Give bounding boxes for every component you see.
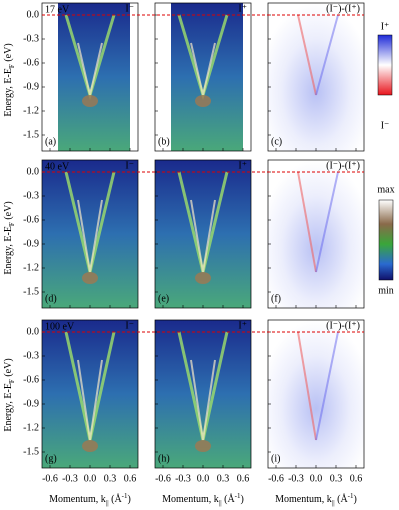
y-tick-label: -0.9 (23, 81, 39, 92)
panel-letter: (d) (45, 293, 57, 304)
hotspot (195, 95, 211, 107)
y-tick-label: -1.2 (23, 262, 39, 273)
y-tick-label: 0.0 (27, 9, 40, 20)
band (297, 331, 317, 441)
panel-letter: (e) (158, 293, 169, 304)
photon-energy: 17 eV (45, 4, 70, 15)
colorbar-label: I⁻ (381, 120, 390, 131)
panel-letter: (a) (45, 136, 56, 147)
band (315, 14, 339, 96)
panel-tag: I⁺ (238, 3, 247, 14)
x-axis-label: Momentum, k|| (Å-1) (49, 492, 131, 507)
hotspot (82, 95, 98, 107)
y-tick-label: -0.3 (23, 350, 39, 361)
y-tick-label: -0.6 (23, 214, 39, 225)
x-tick-label: -0.3 (62, 473, 78, 484)
panel-tag: (I⁻)-(I⁺) (326, 320, 360, 331)
y-tick-label: -0.3 (23, 190, 39, 201)
x-tick-label: 0.3 (217, 473, 230, 484)
y-tick-label: -0.3 (23, 33, 39, 44)
x-axis-label: Momentum, k|| (Å-1) (275, 492, 357, 507)
x-tick-label: -0.6 (42, 473, 58, 484)
band (315, 171, 339, 273)
x-tick-label: -0.3 (175, 473, 191, 484)
colorbar-label: I⁺ (381, 21, 390, 32)
y-tick-label: -0.6 (23, 57, 39, 68)
hotspot (195, 272, 211, 284)
panel-letter: (c) (271, 136, 282, 147)
panel-tag: I⁺ (238, 160, 247, 171)
y-tick-label: -1.5 (23, 286, 39, 297)
panel-letter: (b) (158, 136, 170, 147)
panel-tag: I⁻ (125, 3, 134, 14)
hotspot (82, 440, 98, 452)
y-tick-label: 0.0 (27, 326, 40, 337)
x-tick-label: -0.6 (268, 473, 284, 484)
panel-letter: (i) (271, 453, 280, 464)
y-tick-label: -0.9 (23, 398, 39, 409)
panel-tag: I⁻ (125, 160, 134, 171)
y-tick-label: -1.5 (23, 446, 39, 457)
difference-map (268, 3, 364, 151)
difference-map (268, 320, 364, 468)
x-tick-label: 0.6 (124, 473, 137, 484)
x-tick-label: 0.3 (330, 473, 343, 484)
x-tick-label: -0.6 (155, 473, 171, 484)
x-axis-label: Momentum, k|| (Å-1) (162, 492, 244, 507)
colorbar (377, 34, 393, 96)
y-tick-label: -1.5 (23, 129, 39, 140)
panel-tag: (I⁻)-(I⁺) (326, 3, 360, 14)
y-axis-label: Energy, E-EF (eV) (3, 201, 15, 274)
x-tick-label: 0.0 (197, 473, 210, 484)
colorbar (378, 199, 394, 281)
panel-tag: I⁻ (125, 320, 134, 331)
photon-energy: 100 eV (45, 321, 75, 332)
panel-tag: I⁺ (238, 320, 247, 331)
panel-letter: (g) (45, 453, 57, 464)
spectrum (42, 160, 138, 308)
panel-letter: (h) (158, 453, 170, 464)
x-tick-label: -0.3 (288, 473, 304, 484)
band (297, 171, 317, 273)
panel-letter: (f) (271, 293, 281, 304)
difference-map (268, 160, 364, 308)
colorbar-label: min (378, 285, 394, 296)
y-tick-label: 0.0 (27, 166, 40, 177)
x-tick-label: 0.0 (84, 473, 97, 484)
y-axis-label: Energy, E-EF (eV) (3, 43, 15, 116)
band (297, 14, 317, 96)
panel-tag: (I⁻)-(I⁺) (326, 160, 360, 171)
y-tick-label: -1.2 (23, 105, 39, 116)
hotspot (82, 272, 98, 284)
y-tick-label: -0.9 (23, 238, 39, 249)
y-tick-label: -0.6 (23, 374, 39, 385)
colorbar-label: max (377, 184, 394, 195)
y-axis-label: Energy, E-EF (eV) (3, 358, 15, 431)
x-tick-label: 0.6 (237, 473, 250, 484)
x-tick-label: 0.0 (310, 473, 323, 484)
photon-energy: 40 eV (45, 161, 70, 172)
spectrum (155, 160, 251, 308)
x-tick-label: 0.6 (350, 473, 363, 484)
band (315, 331, 339, 441)
x-tick-label: 0.3 (104, 473, 117, 484)
y-tick-label: -1.2 (23, 422, 39, 433)
hotspot (195, 440, 211, 452)
